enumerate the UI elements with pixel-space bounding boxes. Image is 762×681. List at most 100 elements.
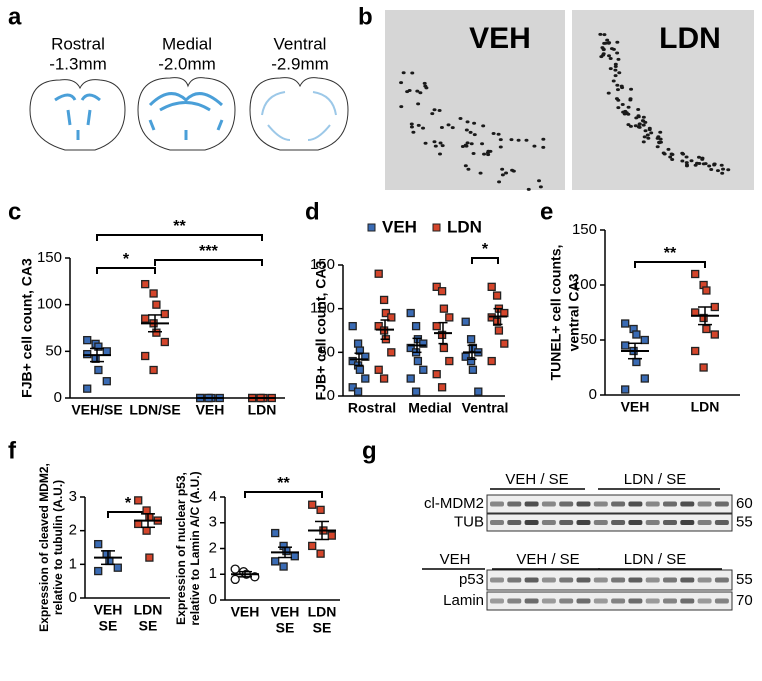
significance-bracket [96, 267, 156, 274]
blot-band [611, 501, 626, 507]
blot-band [663, 520, 677, 525]
blot-group-label: VEH / SE [516, 551, 579, 568]
blot-band [697, 598, 712, 604]
cell [463, 164, 468, 168]
blot-band [628, 598, 643, 604]
significance-label: * [125, 495, 132, 512]
significance-bracket [96, 234, 263, 241]
x-tick-label: VEH [196, 402, 225, 418]
cell [432, 108, 437, 112]
data-point [374, 365, 383, 374]
cell [719, 163, 724, 167]
cell [611, 79, 616, 83]
cell [430, 112, 435, 116]
cell [438, 152, 443, 156]
cell [669, 152, 674, 156]
cell [636, 114, 641, 118]
cell [409, 125, 414, 129]
cell [621, 110, 626, 114]
cell [466, 167, 471, 171]
cell [516, 138, 521, 142]
cell [607, 41, 612, 45]
cell [616, 98, 621, 102]
blot-band [507, 520, 522, 525]
cell [607, 54, 612, 58]
cell [636, 108, 641, 112]
data-point [141, 351, 150, 361]
blot-strip [486, 591, 733, 611]
blot-band [593, 598, 608, 604]
data-point [327, 531, 336, 540]
x-tick-label: LDN [134, 602, 163, 618]
blot-marker: 70 [736, 592, 753, 609]
cell [715, 169, 720, 173]
blot-band [541, 501, 556, 507]
cell [641, 140, 646, 144]
data-point [632, 330, 641, 339]
data-point [141, 279, 150, 289]
image-label: VEH [469, 22, 531, 55]
cell [465, 120, 470, 124]
cell [606, 91, 611, 95]
cell [541, 145, 546, 149]
data-point [461, 317, 470, 326]
cell [486, 153, 491, 157]
cell [661, 151, 666, 155]
x-tick-label: Ventral [462, 400, 509, 416]
data-point [145, 553, 154, 562]
cell [496, 132, 501, 136]
cell [643, 129, 648, 133]
section-name: Rostral [51, 34, 105, 53]
data-point [308, 500, 317, 509]
cell [726, 168, 731, 172]
cell [500, 167, 505, 171]
cell [469, 142, 474, 146]
cell [460, 145, 465, 149]
blot-band [714, 598, 729, 604]
data-point [466, 356, 476, 366]
x-tick-label: SE [313, 620, 332, 636]
section-depth: -2.9mm [271, 54, 329, 73]
blot-band [507, 501, 522, 507]
y-tick-label: 3 [69, 488, 77, 505]
cell [681, 152, 686, 156]
data-point [94, 539, 103, 549]
cell [700, 156, 705, 160]
blot-band [680, 598, 695, 604]
image-label: LDN [659, 22, 721, 55]
data-point [113, 563, 122, 572]
y-tick-label: 100 [310, 300, 335, 317]
data-point [83, 384, 92, 393]
blot-band [507, 598, 522, 604]
blot-band [559, 501, 574, 507]
micrograph-ldn [572, 10, 754, 190]
data-point [230, 564, 240, 574]
data-point [102, 377, 111, 386]
blot-strip [486, 494, 733, 514]
cell [720, 171, 725, 175]
y-tick-label: 1 [209, 565, 217, 582]
cell [472, 133, 477, 137]
blot-band [541, 577, 556, 583]
data-point [152, 300, 161, 309]
data-point [271, 528, 280, 538]
panel-label: f [8, 437, 17, 464]
micrograph-veh [385, 10, 565, 190]
cell [602, 33, 607, 37]
data-point [621, 341, 630, 350]
blot-band [628, 501, 643, 507]
data-point [492, 317, 502, 326]
data-point [413, 356, 423, 366]
blot-band [576, 598, 591, 604]
cell [658, 130, 663, 134]
brain-ventral [249, 77, 349, 151]
cell [628, 124, 633, 128]
x-tick-label: LDN [248, 402, 277, 418]
data-point [437, 287, 447, 296]
data-point [271, 557, 280, 566]
cell [616, 57, 621, 61]
cell [703, 162, 708, 166]
cell [463, 143, 468, 147]
y-tick-label: 4 [209, 488, 217, 505]
data-point [134, 496, 143, 505]
